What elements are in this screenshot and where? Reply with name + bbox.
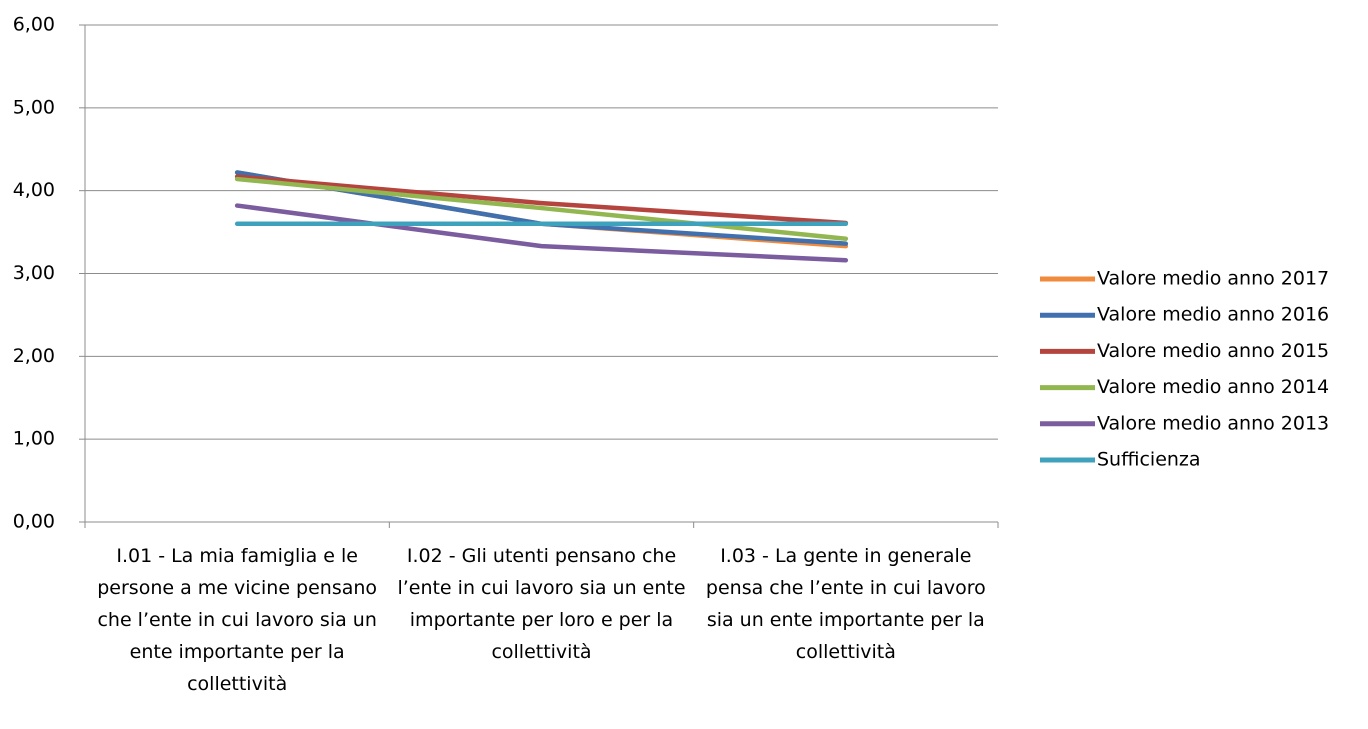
- y-tick-label: 4,00: [13, 179, 55, 201]
- legend-label: Valore medio anno 2016: [1097, 304, 1329, 326]
- series-line: [234, 174, 849, 226]
- y-tick-label: 6,00: [13, 14, 55, 36]
- y-tick-label: 3,00: [13, 262, 55, 284]
- legend-label: Valore medio anno 2014: [1097, 376, 1329, 398]
- y-tick-label: 5,00: [13, 96, 55, 118]
- series-line: [234, 176, 849, 241]
- legend-label: Valore medio anno 2017: [1097, 268, 1329, 290]
- legend-label: Valore medio anno 2015: [1097, 340, 1329, 362]
- legend-label: Sufficienza: [1097, 449, 1201, 471]
- x-tick-label: I.03 - La gente in generale pensa che l’…: [705, 545, 986, 663]
- y-tick-label: 2,00: [13, 345, 55, 367]
- y-tick-label: 1,00: [13, 428, 55, 450]
- y-tick-label: 0,00: [13, 511, 55, 533]
- legend-label: Valore medio anno 2013: [1097, 412, 1329, 434]
- x-tick-label: I.02 - Gli utenti pensano che l’ente in …: [397, 545, 686, 663]
- x-tick-label: I.01 - La mia famiglia e le persone a me…: [97, 545, 378, 695]
- series-line: [234, 203, 849, 263]
